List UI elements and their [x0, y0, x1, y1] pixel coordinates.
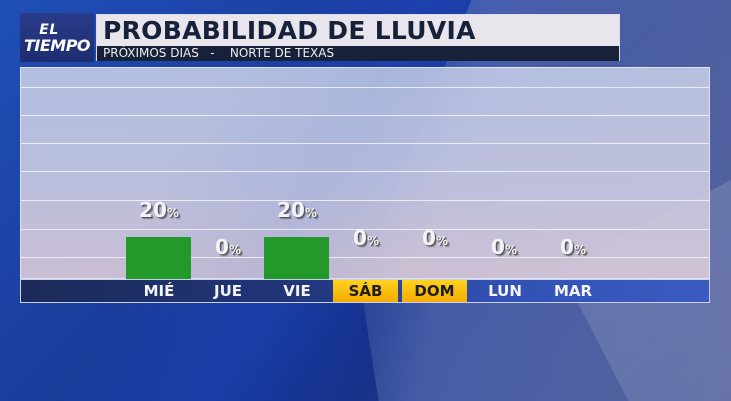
logo-line2: TIEMPO	[23, 35, 91, 55]
day-label-mar: MAR	[553, 282, 593, 300]
gridline	[21, 257, 709, 258]
day-label-dom: DOM	[402, 280, 467, 302]
gridline	[21, 200, 709, 201]
value-label-mar: 0%	[560, 235, 586, 259]
subtitle-bar: PRÓXIMOS DIAS - NORTE DE TEXAS	[97, 46, 619, 61]
day-label-lun: LUN	[488, 282, 522, 300]
el-tiempo-logo: EL TIEMPO	[20, 13, 94, 62]
value-label-vie: 20%	[277, 198, 317, 222]
day-label-vie: VIE	[283, 282, 311, 300]
gridline	[21, 87, 709, 88]
day-label-sab: SÁB	[333, 280, 398, 302]
chart-panel: 20% 0% 20% 0% 0% 0% 0%	[20, 67, 710, 280]
gridline	[21, 229, 709, 230]
gridline	[21, 171, 709, 172]
value-label-mie: 20%	[139, 198, 179, 222]
day-label-jue: JUE	[213, 282, 242, 300]
value-label-dom: 0%	[422, 226, 448, 250]
page-title: PROBABILIDAD DE LLUVIA	[103, 16, 476, 45]
bar-mie	[126, 237, 191, 280]
day-labels-bar: MIÉ JUE VIE SÁB DOM LUN MAR	[20, 279, 710, 303]
subtitle: PRÓXIMOS DIAS - NORTE DE TEXAS	[103, 46, 335, 60]
bar-vie	[264, 237, 329, 280]
day-label-mie: MIÉ	[143, 282, 175, 300]
gridline	[21, 143, 709, 144]
logo-line1: EL	[39, 21, 59, 38]
value-label-jue: 0%	[215, 235, 241, 259]
value-label-lun: 0%	[491, 235, 517, 259]
title-box: PROBABILIDAD DE LLUVIA PRÓXIMOS DIAS - N…	[96, 14, 620, 61]
gridline	[21, 115, 709, 116]
value-label-sab: 0%	[353, 226, 379, 250]
